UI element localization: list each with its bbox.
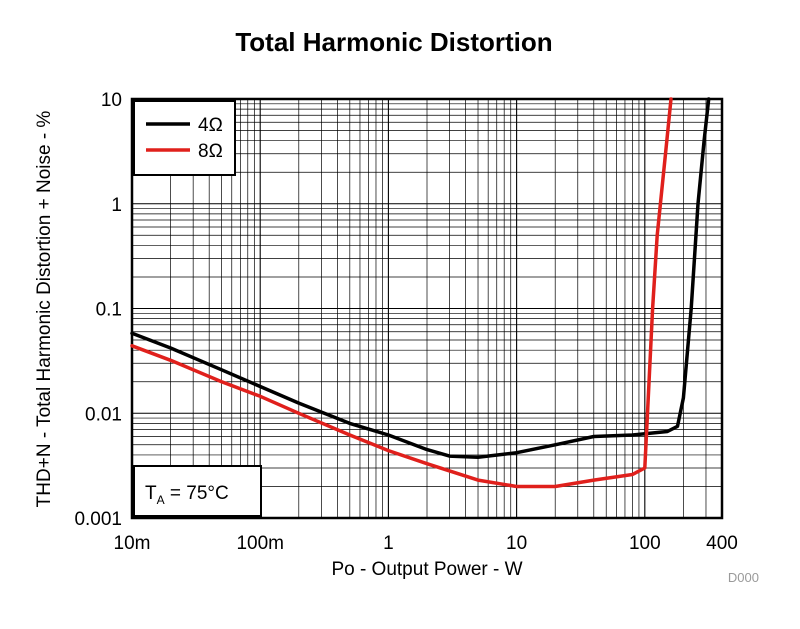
series-line-0 bbox=[130, 97, 711, 460]
x-tick-label: 10 bbox=[506, 533, 527, 554]
footer-code: D000 bbox=[728, 570, 759, 585]
x-tick-label: 1 bbox=[383, 533, 394, 554]
plot-frame bbox=[130, 97, 724, 520]
y-tick-label: 10 bbox=[101, 90, 122, 111]
legend-box bbox=[133, 100, 236, 176]
y-tick-labels: 0.001 0.01 0.1 1 10 bbox=[74, 90, 122, 530]
annotation-box bbox=[133, 465, 262, 517]
temperature-annotation: TA = 75°C bbox=[133, 465, 262, 517]
y-tick-label: 0.1 bbox=[96, 300, 122, 321]
x-tick-label: 400 bbox=[706, 533, 738, 554]
y-tick-label: 0.01 bbox=[85, 404, 122, 425]
y-tick-label: 1 bbox=[111, 195, 122, 216]
legend-label-4ohm: 4Ω bbox=[198, 115, 223, 136]
legend-label-8ohm: 8Ω bbox=[198, 141, 223, 162]
annotation-text: TA = 75°C bbox=[145, 483, 229, 507]
x-tick-labels: 10m 100m 1 10 100 400 bbox=[114, 533, 738, 554]
x-tick-label: 100 bbox=[629, 533, 661, 554]
series-line-1 bbox=[130, 97, 673, 489]
y-tick-label: 0.001 bbox=[74, 509, 122, 530]
grid bbox=[132, 99, 722, 518]
x-axis-label: Po - Output Power - W bbox=[331, 559, 522, 580]
chart-title: Total Harmonic Distortion bbox=[235, 27, 552, 57]
x-tick-label: 100m bbox=[236, 533, 284, 554]
series-layer bbox=[130, 97, 711, 489]
y-axis-label: THD+N - Total Harmonic Distortion + Nois… bbox=[34, 111, 55, 508]
x-tick-label: 10m bbox=[114, 533, 151, 554]
legend: 4Ω 8Ω bbox=[133, 100, 236, 176]
